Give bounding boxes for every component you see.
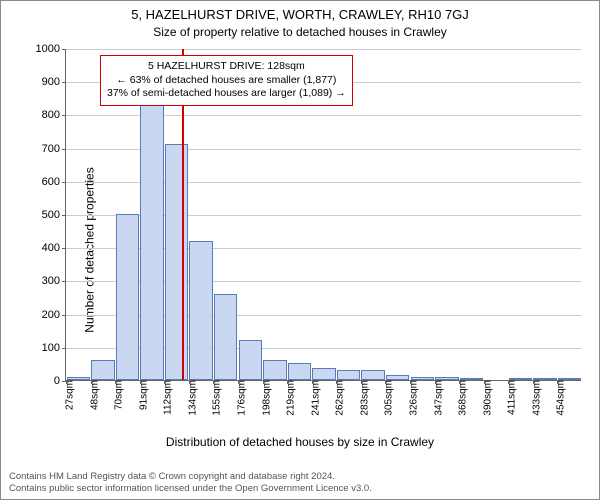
xtick-label: 91sqm [134,380,149,410]
xtick-label: 283sqm [355,380,370,416]
xtick-label: 347sqm [429,380,444,416]
xtick-label: 368sqm [454,380,469,416]
histogram-bar [361,370,384,380]
histogram-bar [116,214,139,380]
ytick-label: 500 [42,209,66,221]
chart-subtitle: Size of property relative to detached ho… [1,25,599,39]
annotation-line-3: 37% of semi-detached houses are larger (… [107,87,346,101]
ytick-label: 900 [42,76,66,88]
histogram-bar [214,294,237,380]
xtick-label: 241sqm [306,380,321,416]
ytick-label: 600 [42,176,66,188]
histogram-bar [91,360,114,380]
chart-container: 5, HAZELHURST DRIVE, WORTH, CRAWLEY, RH1… [0,0,600,500]
ytick-label: 700 [42,143,66,155]
chart-title: 5, HAZELHURST DRIVE, WORTH, CRAWLEY, RH1… [1,7,599,22]
footer-attribution: Contains HM Land Registry data © Crown c… [9,471,372,495]
xtick-label: 27sqm [61,380,76,410]
histogram-bar [337,370,360,380]
xtick-label: 411sqm [503,380,518,415]
xtick-label: 48sqm [85,380,100,410]
plot-area: 0100200300400500600700800900100027sqm48s… [65,49,581,381]
xtick-label: 326sqm [405,380,420,416]
xtick-label: 305sqm [380,380,395,416]
histogram-bar [312,368,335,380]
histogram-bar [140,104,163,380]
ytick-label: 300 [42,275,66,287]
footer-line-1: Contains HM Land Registry data © Crown c… [9,471,372,483]
xtick-label: 112sqm [159,380,174,415]
annotation-box: 5 HAZELHURST DRIVE: 128sqm← 63% of detac… [100,55,353,106]
ytick-label: 1000 [36,43,66,55]
x-axis-label: Distribution of detached houses by size … [1,435,599,449]
histogram-bar [288,363,311,380]
gridline [66,49,581,50]
footer-line-2: Contains public sector information licen… [9,483,372,495]
ytick-label: 800 [42,109,66,121]
xtick-label: 198sqm [257,380,272,416]
xtick-label: 390sqm [478,380,493,416]
xtick-label: 454sqm [552,380,567,416]
ytick-label: 100 [42,342,66,354]
ytick-label: 400 [42,242,66,254]
ytick-label: 200 [42,309,66,321]
annotation-line-2: ← 63% of detached houses are smaller (1,… [107,74,346,88]
histogram-bar [263,360,286,380]
histogram-bar [165,144,188,380]
histogram-bar [239,340,262,380]
histogram-bar [189,241,212,380]
annotation-line-1: 5 HAZELHURST DRIVE: 128sqm [107,60,346,74]
xtick-label: 70sqm [110,380,125,410]
xtick-label: 262sqm [331,380,346,416]
xtick-label: 155sqm [208,380,223,416]
xtick-label: 176sqm [233,380,248,416]
xtick-label: 433sqm [527,380,542,416]
xtick-label: 134sqm [183,380,198,416]
xtick-label: 219sqm [282,380,297,416]
